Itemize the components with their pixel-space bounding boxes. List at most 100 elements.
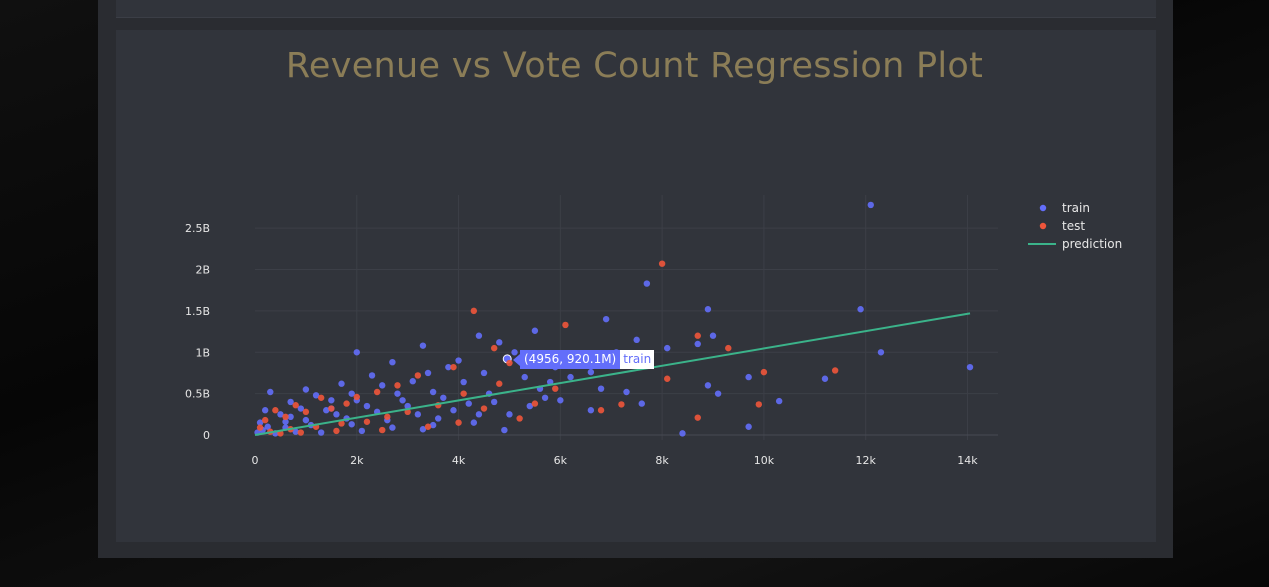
test-point[interactable] [272, 407, 279, 414]
train-point[interactable] [480, 369, 488, 377]
train-point[interactable] [745, 373, 752, 381]
train-point[interactable] [429, 388, 437, 396]
train-point[interactable] [404, 402, 411, 410]
test-point[interactable] [694, 414, 701, 421]
test-point[interactable] [664, 375, 671, 382]
train-point[interactable] [348, 390, 355, 397]
test-point[interactable] [516, 415, 523, 422]
test-point[interactable] [363, 418, 371, 425]
train-point[interactable] [704, 306, 712, 313]
train-point[interactable] [475, 332, 483, 339]
train-point[interactable] [414, 411, 422, 418]
train-point[interactable] [435, 415, 442, 422]
test-point[interactable] [506, 359, 513, 367]
train-point[interactable] [256, 419, 264, 426]
train-point[interactable] [587, 407, 595, 414]
train-point[interactable] [557, 397, 564, 404]
train-point[interactable] [399, 397, 406, 404]
train-point[interactable] [597, 385, 605, 392]
train-point[interactable] [821, 375, 829, 382]
test-point[interactable] [384, 413, 391, 421]
test-point[interactable] [343, 400, 350, 407]
train-point[interactable] [440, 394, 447, 401]
train-point[interactable] [623, 388, 630, 396]
train-point[interactable] [312, 392, 320, 399]
train-point[interactable] [664, 344, 671, 352]
train-point[interactable] [490, 398, 498, 406]
test-point[interactable] [694, 332, 701, 339]
test-point[interactable] [317, 394, 325, 401]
train-point[interactable] [261, 407, 269, 414]
train-point[interactable] [455, 357, 462, 364]
test-point[interactable] [618, 401, 625, 408]
train-point[interactable] [567, 373, 574, 381]
test-point[interactable] [414, 372, 422, 379]
train-point[interactable] [282, 418, 289, 425]
train-point[interactable] [328, 397, 335, 404]
train-point[interactable] [302, 386, 310, 393]
train-point[interactable] [526, 402, 534, 410]
series-test[interactable] [256, 260, 839, 437]
test-point[interactable] [302, 408, 310, 416]
train-point[interactable] [409, 378, 416, 385]
train-point[interactable] [877, 349, 885, 356]
train-point[interactable] [501, 426, 508, 434]
train-point[interactable] [394, 390, 401, 397]
test-point[interactable] [562, 321, 569, 329]
train-point[interactable] [867, 201, 874, 209]
test-point[interactable] [292, 402, 299, 409]
train-point[interactable] [745, 423, 752, 430]
train-point[interactable] [709, 332, 717, 339]
train-point[interactable] [389, 424, 396, 431]
train-point[interactable] [363, 402, 371, 410]
train-point[interactable] [353, 349, 360, 356]
train-point[interactable] [379, 382, 386, 389]
test-point[interactable] [338, 420, 345, 427]
train-point[interactable] [714, 390, 722, 397]
train-point[interactable] [302, 416, 310, 424]
test-point[interactable] [480, 405, 488, 412]
train-point[interactable] [496, 339, 503, 346]
train-point[interactable] [287, 398, 294, 406]
train-point[interactable] [445, 363, 452, 371]
test-point[interactable] [496, 380, 503, 387]
train-point[interactable] [602, 315, 610, 323]
train-point[interactable] [287, 413, 294, 421]
test-point[interactable] [373, 388, 381, 396]
train-point[interactable] [679, 430, 686, 437]
test-point[interactable] [455, 419, 462, 426]
test-point[interactable] [552, 385, 559, 392]
test-point[interactable] [755, 401, 763, 408]
test-point[interactable] [261, 416, 269, 424]
train-point[interactable] [297, 405, 305, 412]
test-point[interactable] [460, 390, 467, 397]
test-point[interactable] [424, 423, 432, 430]
train-point[interactable] [638, 400, 645, 407]
train-point[interactable] [450, 407, 457, 414]
legend-prediction-label[interactable]: prediction [1062, 237, 1122, 251]
train-point[interactable] [424, 369, 432, 377]
train-point[interactable] [264, 423, 271, 430]
test-point[interactable] [256, 424, 264, 431]
test-point[interactable] [450, 363, 457, 371]
train-point[interactable] [358, 427, 366, 435]
legend[interactable]: train test prediction [1028, 201, 1122, 251]
train-point[interactable] [470, 419, 478, 426]
test-point[interactable] [353, 393, 360, 401]
train-point[interactable] [317, 429, 325, 436]
train-point[interactable] [506, 411, 513, 418]
test-point[interactable] [531, 400, 539, 407]
train-point[interactable] [966, 363, 974, 371]
train-point[interactable] [857, 306, 864, 313]
test-point[interactable] [490, 344, 498, 352]
train-point[interactable] [704, 382, 712, 389]
test-point[interactable] [379, 426, 386, 434]
test-point[interactable] [658, 260, 666, 267]
train-point[interactable] [419, 342, 427, 349]
train-point[interactable] [338, 380, 345, 387]
train-point[interactable] [323, 407, 330, 414]
train-point[interactable] [419, 426, 427, 433]
train-point[interactable] [368, 372, 376, 379]
legend-train-label[interactable]: train [1062, 201, 1090, 215]
